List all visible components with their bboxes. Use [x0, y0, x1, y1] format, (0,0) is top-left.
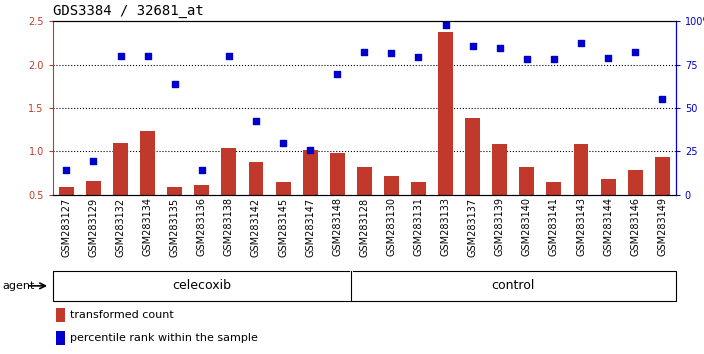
- Point: [169, 81, 180, 86]
- Bar: [520, 167, 534, 195]
- Point: [548, 56, 560, 61]
- Point: [251, 118, 262, 124]
- Point: [575, 40, 586, 46]
- Text: celecoxib: celecoxib: [172, 279, 232, 292]
- Bar: [168, 187, 182, 195]
- Point: [61, 167, 72, 172]
- Bar: [601, 179, 615, 195]
- Point: [440, 22, 451, 28]
- Bar: [86, 181, 101, 195]
- Bar: [655, 158, 670, 195]
- Point: [386, 51, 397, 56]
- Bar: [546, 182, 561, 195]
- Point: [358, 49, 370, 55]
- Bar: [59, 187, 74, 195]
- Bar: [194, 185, 209, 195]
- Bar: [56, 331, 65, 344]
- Bar: [222, 148, 237, 195]
- Text: transformed count: transformed count: [70, 310, 174, 320]
- Bar: [249, 162, 263, 195]
- Bar: [438, 32, 453, 195]
- Point: [196, 167, 208, 172]
- Point: [277, 140, 289, 145]
- Point: [603, 55, 614, 61]
- Bar: [628, 170, 643, 195]
- Text: GDS3384 / 32681_at: GDS3384 / 32681_at: [53, 4, 203, 18]
- Text: control: control: [491, 279, 535, 292]
- Bar: [357, 167, 372, 195]
- Text: percentile rank within the sample: percentile rank within the sample: [70, 332, 258, 343]
- Bar: [329, 153, 345, 195]
- Bar: [275, 182, 291, 195]
- Point: [521, 56, 532, 61]
- Bar: [113, 143, 128, 195]
- Point: [413, 54, 424, 59]
- Point: [467, 43, 478, 48]
- Bar: [56, 308, 65, 322]
- Bar: [574, 144, 589, 195]
- Point: [332, 71, 343, 77]
- Text: agent: agent: [2, 281, 34, 291]
- Bar: [492, 144, 507, 195]
- Point: [88, 158, 99, 164]
- Bar: [465, 118, 480, 195]
- Point: [305, 148, 316, 153]
- Bar: [140, 131, 155, 195]
- Point: [494, 45, 505, 51]
- Bar: [303, 150, 318, 195]
- Point: [657, 96, 668, 102]
- Point: [115, 53, 126, 59]
- Bar: [384, 176, 399, 195]
- Point: [223, 53, 234, 59]
- Point: [142, 53, 153, 59]
- Bar: [411, 182, 426, 195]
- Point: [629, 50, 641, 55]
